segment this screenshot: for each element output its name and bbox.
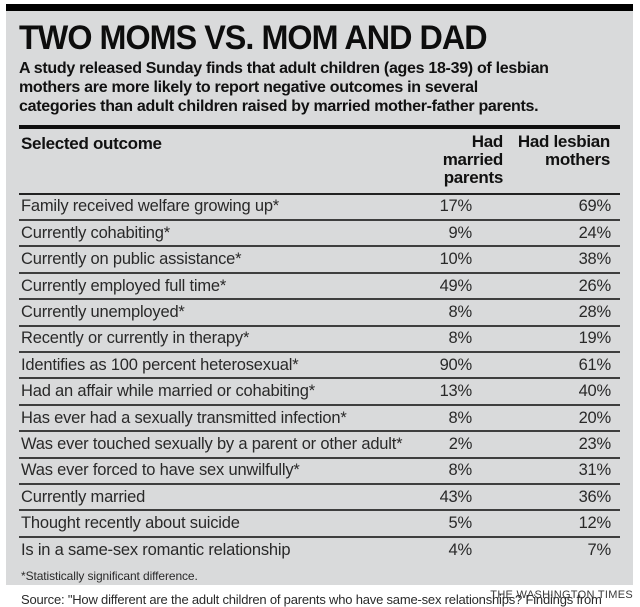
credit: THE WASHINGTON TIMES xyxy=(490,589,633,601)
outcome-cell: Identifies as 100 percent heterosexual* xyxy=(21,355,299,374)
lesbian-mothers-value-cell: 20% xyxy=(578,408,612,427)
lesbian-mothers-value-cell: 61% xyxy=(578,355,612,374)
married-parents-value-cell: 17% xyxy=(439,197,473,216)
outcome-cell: Currently on public assistance* xyxy=(21,250,242,269)
lesbian-mothers-value-cell: 38% xyxy=(578,250,612,269)
married-parents-value-cell: 8% xyxy=(448,302,473,321)
outcome-cell: Was ever forced to have sex unwilfully* xyxy=(21,461,300,480)
married-parents-value-cell: 49% xyxy=(439,276,473,295)
outcome-cell: Family received welfare growing up* xyxy=(21,197,280,216)
table-row: Currently cohabiting* 9% 24% xyxy=(19,221,620,248)
married-parents-value-cell: 5% xyxy=(448,514,473,533)
outcome-cell: Recently or currently in therapy* xyxy=(21,329,250,348)
married-parents-value-cell: 43% xyxy=(439,487,473,506)
lesbian-mothers-value-cell: 31% xyxy=(578,461,612,480)
lesbian-mothers-value-cell: 24% xyxy=(578,223,612,242)
outcome-cell: Had an affair while married or cohabitin… xyxy=(21,382,315,401)
table-row: Recently or currently in therapy* 8% 19% xyxy=(19,327,620,354)
gray-panel: TWO MOMS VS. MOM AND DAD A study release… xyxy=(6,4,633,607)
subtitle: A study released Sunday finds that adult… xyxy=(19,60,549,115)
column-header-lesbian-mothers: Had lesbian mothers xyxy=(517,131,610,169)
table-row: Thought recently about suicide 5% 12% xyxy=(19,511,620,538)
outcome-cell: Currently married xyxy=(21,487,146,506)
table-row: Currently unemployed* 8% 28% xyxy=(19,300,620,327)
lesbian-mothers-value-cell: 26% xyxy=(578,276,612,295)
married-parents-value-cell: 8% xyxy=(448,461,473,480)
page-title: TWO MOMS VS. MOM AND DAD xyxy=(19,19,488,57)
lesbian-mothers-value-cell: 36% xyxy=(578,487,612,506)
table-header-row: Selected outcome Had married parents Had… xyxy=(19,129,620,195)
outcome-cell: Currently cohabiting* xyxy=(21,223,170,242)
outcome-cell: Is in a same-sex romantic relationship xyxy=(21,541,291,560)
married-parents-value-cell: 2% xyxy=(448,434,473,453)
married-parents-value-cell: 10% xyxy=(439,250,473,269)
married-parents-value-cell: 13% xyxy=(439,382,473,401)
table-row: Had an affair while married or cohabitin… xyxy=(19,379,620,406)
lesbian-mothers-value-cell: 28% xyxy=(578,302,612,321)
column-header-outcome: Selected outcome xyxy=(21,133,162,153)
married-parents-value-cell: 4% xyxy=(448,541,473,560)
table-row: Identifies as 100 percent heterosexual* … xyxy=(19,353,620,380)
footnote: *Statistically significant difference. xyxy=(21,569,198,584)
table-row: Was ever forced to have sex unwilfully* … xyxy=(19,459,620,485)
table-row: Was ever touched sexually by a parent or… xyxy=(19,432,620,459)
table-row: Currently employed full time* 49% 26% xyxy=(19,274,620,301)
outcome-cell: Thought recently about suicide xyxy=(21,514,240,533)
table-row: Is in a same-sex romantic relationship 4… xyxy=(19,538,620,564)
panel-content: TWO MOMS VS. MOM AND DAD A study release… xyxy=(6,11,633,607)
column-header-married-parents: Had married parents xyxy=(442,131,504,188)
lesbian-mothers-value-cell: 23% xyxy=(578,434,612,453)
table-row: Currently on public assistance* 10% 38% xyxy=(19,247,620,274)
outcomes-table: Selected outcome Had married parents Had… xyxy=(19,124,620,565)
outcome-cell: Currently employed full time* xyxy=(21,276,227,295)
outcome-cell: Was ever touched sexually by a parent or… xyxy=(21,434,403,453)
table-body: Family received welfare growing up* 17% … xyxy=(19,195,620,564)
lesbian-mothers-value-cell: 69% xyxy=(578,197,612,216)
outcome-cell: Currently unemployed* xyxy=(21,302,185,321)
lesbian-mothers-value-cell: 12% xyxy=(578,514,612,533)
married-parents-value-cell: 8% xyxy=(448,329,473,348)
source-line: Source: "How different are the adult chi… xyxy=(21,592,602,607)
lesbian-mothers-value-cell: 7% xyxy=(587,541,612,560)
table-row: Has ever had a sexually transmitted infe… xyxy=(19,406,620,433)
table-row: Currently married 43% 36% xyxy=(19,485,620,512)
table-row: Family received welfare growing up* 17% … xyxy=(19,195,620,222)
married-parents-value-cell: 8% xyxy=(448,408,473,427)
lesbian-mothers-value-cell: 40% xyxy=(578,382,612,401)
lesbian-mothers-value-cell: 19% xyxy=(578,329,612,348)
top-black-rule xyxy=(6,4,633,11)
outcome-cell: Has ever had a sexually transmitted infe… xyxy=(21,408,347,427)
married-parents-value-cell: 9% xyxy=(448,223,473,242)
married-parents-value-cell: 90% xyxy=(439,355,473,374)
